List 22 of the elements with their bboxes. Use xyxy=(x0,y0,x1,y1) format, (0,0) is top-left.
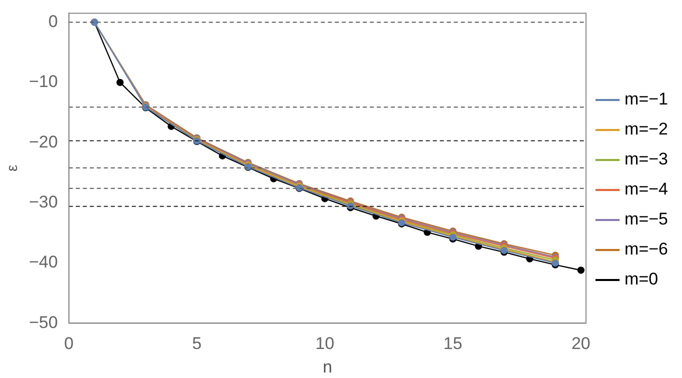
x-tick-label: 15 xyxy=(443,334,462,354)
x-tick-label: 0 xyxy=(64,334,74,354)
y-axis-title: ε xyxy=(4,164,22,172)
x-tick-label: 10 xyxy=(315,334,334,354)
x-tick-label: 20 xyxy=(571,334,590,354)
legend-label: m=−1 xyxy=(624,90,668,109)
legend-label: m=0 xyxy=(624,270,658,289)
x-tick-label: 5 xyxy=(192,334,202,354)
y-tick-label: −30 xyxy=(28,192,58,212)
point xyxy=(116,78,124,86)
legend-label: m=−6 xyxy=(624,240,668,259)
y-tick-label: −10 xyxy=(28,72,58,92)
legend-label: m=−5 xyxy=(624,210,668,229)
x-axis-title: n xyxy=(322,357,332,376)
legend-label: m=−2 xyxy=(624,120,668,139)
point xyxy=(577,266,585,274)
legend-label: m=−3 xyxy=(624,150,668,169)
y-tick-label: −50 xyxy=(28,312,58,332)
y-tick-label: −20 xyxy=(28,132,58,152)
legend-label: m=−4 xyxy=(624,180,668,199)
y-tick-label: −40 xyxy=(28,252,58,272)
y-tick-label: 0 xyxy=(48,12,58,31)
